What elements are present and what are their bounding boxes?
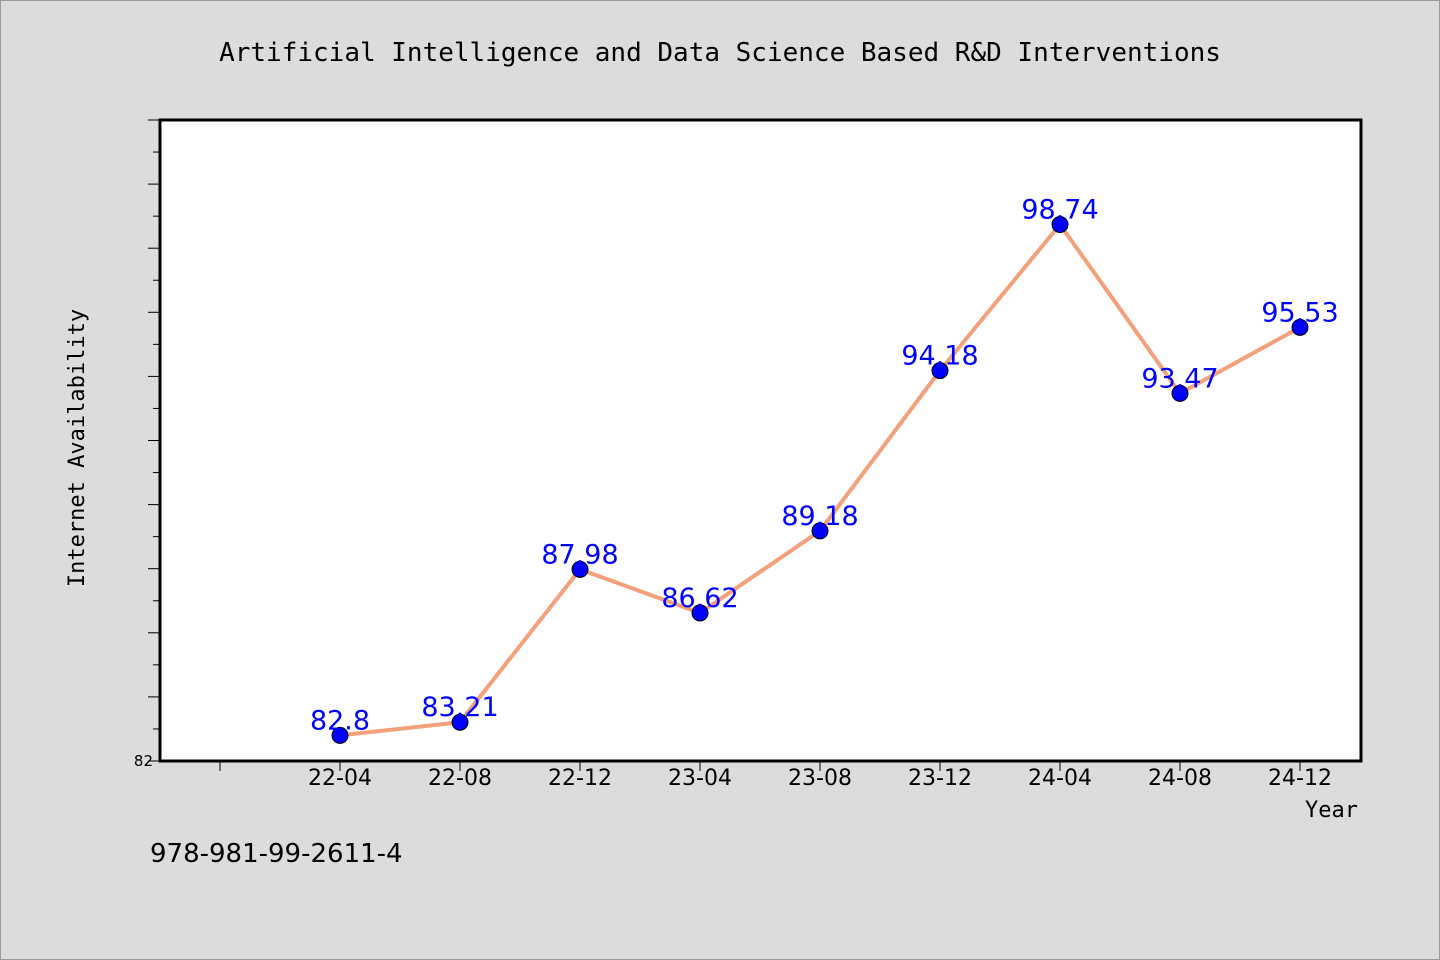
data-label: 87.98	[541, 539, 618, 570]
data-label: 94.18	[901, 341, 978, 372]
data-point	[1291, 318, 1309, 336]
data-point	[331, 726, 349, 744]
x-tick-label: 22-12	[548, 766, 612, 791]
data-label: 82.8	[310, 705, 370, 736]
data-point	[691, 604, 709, 622]
x-tick-label: 23-04	[668, 766, 732, 791]
series-layer: 82.8 83.21 87.98 86.62 89.18 94.18 98.74 93.47 9…	[310, 194, 1339, 744]
x-tick-label: 22-08	[428, 766, 492, 791]
x-tick-label: 22-04	[308, 766, 372, 791]
data-point	[811, 522, 829, 540]
data-label: 86.62	[661, 583, 738, 614]
plot-area	[158, 118, 1363, 763]
x-axis-label: Year	[1305, 798, 1358, 823]
data-label: 83.21	[421, 692, 498, 723]
x-axis-ticks: 22-04 22-08 22-12 23-04 23-08 23-12 24-04 24-08…	[219, 761, 1332, 791]
data-point	[1171, 384, 1189, 402]
isbn-code: 978-981-99-2611-4	[150, 839, 403, 869]
data-point	[1051, 215, 1069, 233]
x-tick-label: 24-04	[1028, 766, 1092, 791]
data-point	[571, 560, 589, 578]
x-tick-label: 24-08	[1148, 766, 1212, 791]
data-point	[931, 362, 949, 380]
x-tick-label: 23-12	[908, 766, 972, 791]
x-tick-label: 24-12	[1268, 766, 1332, 791]
data-label: 93.47	[1141, 363, 1218, 394]
data-point	[451, 713, 469, 731]
y-tick-label: 82	[134, 752, 153, 770]
x-tick-label: 23-08	[788, 766, 852, 791]
y-axis-label: Internet Availability	[65, 309, 90, 587]
data-label: 98.74	[1021, 194, 1098, 225]
data-label: 95.53	[1261, 297, 1338, 328]
y-axis-ticks: 82	[134, 119, 160, 770]
data-label: 89.18	[781, 501, 858, 532]
chart-title: Artificial Intelligence and Data Science…	[219, 38, 1221, 68]
